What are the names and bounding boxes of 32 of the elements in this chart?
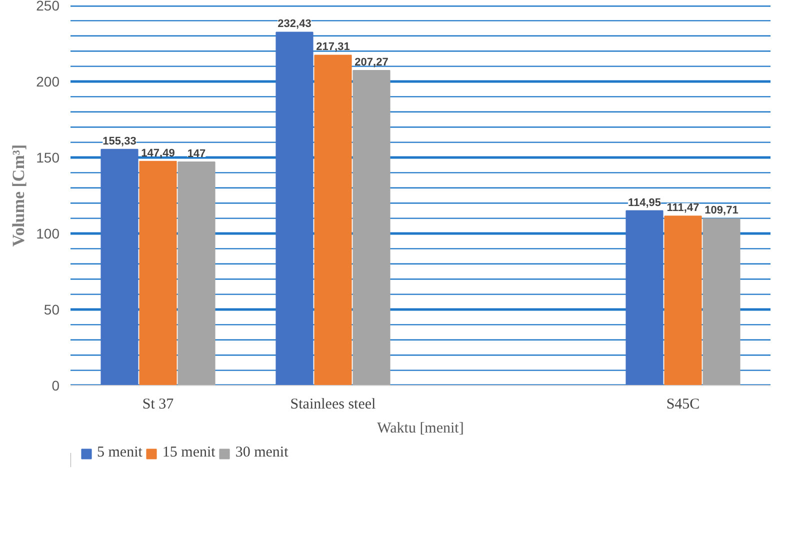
data-label: 109,71 [704, 204, 738, 217]
bar [314, 54, 352, 386]
legend-label: 30 menit [235, 444, 288, 462]
legend-label: 15 menit [162, 444, 216, 462]
bar [664, 216, 702, 386]
data-label: 207,27 [354, 56, 388, 68]
y-axis-title: Volume [Cm³] [9, 144, 28, 247]
legend-label: 5 menit [97, 444, 142, 462]
bar [100, 148, 138, 386]
data-label: 114,95 [628, 196, 662, 209]
y-tick-label: 150 [36, 150, 60, 166]
y-tick-label: 250 [36, 0, 60, 14]
bar [352, 70, 390, 386]
data-label: 147,49 [141, 147, 175, 160]
y-tick-label: 100 [36, 226, 60, 242]
y-tick-label: 0 [52, 378, 60, 394]
data-label: 111,47 [666, 202, 700, 214]
bar [276, 32, 314, 386]
data-label: 147 [187, 148, 206, 160]
x-tick-label: Stainlees steel [290, 396, 376, 412]
y-tick-label: 50 [44, 302, 60, 318]
data-label: 155,33 [102, 135, 136, 148]
bar [139, 160, 177, 386]
bar [702, 218, 740, 386]
bar [626, 210, 664, 386]
data-label: 232,43 [278, 18, 312, 30]
y-tick-label: 200 [36, 74, 60, 90]
x-tick-label: S45C [666, 396, 700, 412]
bar [178, 162, 216, 386]
x-axis-title: Waktu [menit] [377, 420, 464, 436]
data-label: 217,31 [316, 41, 350, 54]
x-tick-label: St 37 [142, 396, 174, 412]
